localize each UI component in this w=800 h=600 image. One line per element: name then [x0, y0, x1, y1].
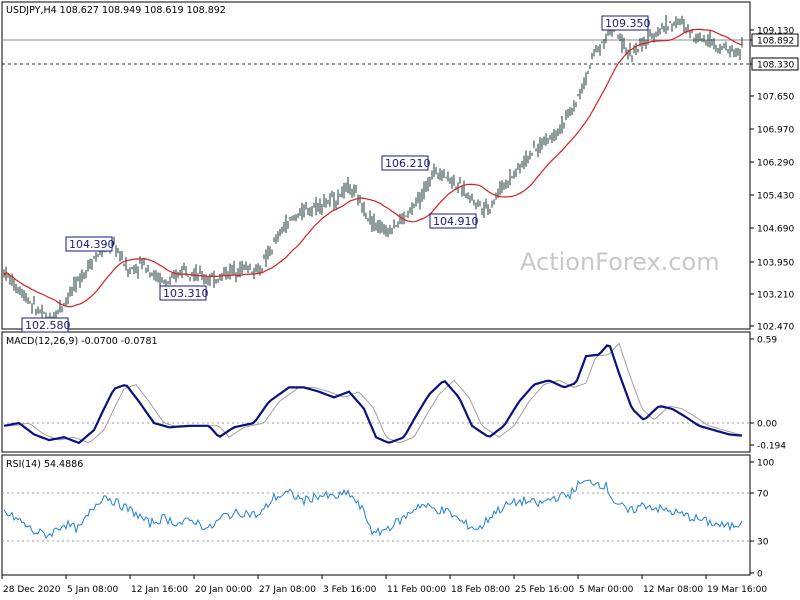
macd-axis: 0.59 0.00 -0.194: [750, 336, 786, 452]
rsi-tick-label: 100: [757, 459, 774, 469]
rsi-axis: 100 70 30 0: [750, 459, 774, 580]
callout-label: 104.390: [69, 238, 115, 251]
x-tick-label: 28 Dec 2020: [3, 585, 61, 595]
macd-tick-label: 0.00: [757, 420, 777, 430]
callout-label: 109.350: [605, 17, 651, 30]
x-tick-label: 5 Mar 00:00: [579, 585, 634, 595]
price-bars: [3, 14, 743, 323]
macd-tick-label: 0.59: [757, 336, 777, 346]
x-tick-label: 3 Feb 16:00: [323, 585, 377, 595]
callout-label: 104.910: [433, 215, 479, 228]
chart-header: USDJPY,H4 108.627 108.949 108.619 108.89…: [6, 5, 226, 16]
x-tick-label: 27 Jan 08:00: [259, 585, 316, 595]
x-tick-label: 11 Feb 00:00: [387, 585, 446, 595]
macd-line: [3, 344, 743, 445]
rsi-title: RSI(14) 54.4886: [6, 459, 83, 470]
x-tick-label: 25 Feb 16:00: [515, 585, 574, 595]
price-tick-label: 106.290: [757, 159, 794, 169]
callout-label: 106.210: [385, 157, 431, 170]
rsi-tick-label: 0: [757, 570, 763, 580]
macd-signal-line: [4, 342, 743, 444]
callout-box: [601, 15, 649, 31]
callout-box: [65, 236, 113, 252]
support-price-box: [751, 57, 799, 71]
price-tick-label: 105.430: [757, 192, 794, 202]
price-tick-label: 109.130: [757, 27, 794, 37]
price-tick-label: 102.470: [757, 323, 794, 333]
x-tick-label: 12 Mar 08:00: [643, 585, 703, 595]
x-tick-label: 20 Jan 00:00: [195, 585, 252, 595]
callout-box: [159, 285, 207, 301]
rsi-line: [3, 479, 743, 540]
callout-box: [429, 213, 477, 229]
callout-box: [381, 155, 429, 171]
x-tick-label: 19 Mar 16:00: [707, 585, 767, 595]
price-tick-label: 107.650: [757, 93, 794, 103]
moving-average-line: [3, 28, 743, 308]
price-tick-label: 103.210: [757, 291, 794, 301]
rsi-panel-frame: [1, 454, 751, 576]
price-tick-label: 104.690: [757, 225, 794, 235]
price-tick-label: 108.330: [757, 61, 794, 71]
callout-box: [21, 317, 69, 333]
callout-label: 102.580: [25, 319, 71, 332]
price-tick-label: 103.950: [757, 259, 794, 269]
x-tick-label: 18 Feb 08:00: [451, 585, 510, 595]
watermark: ActionForex.com: [520, 248, 720, 276]
price-callouts: 102.580 104.390 103.310 106.210 104.910 109.3…: [21, 15, 651, 333]
price-tick-label: 108.892: [757, 37, 794, 47]
macd-tick-label: -0.194: [757, 442, 786, 452]
macd-title: MACD(12,26,9) -0.0700 -0.0781: [6, 336, 158, 347]
macd-panel-frame: [1, 331, 751, 453]
callout-label: 103.310: [163, 287, 209, 300]
price-panel-frame: [1, 1, 751, 330]
rsi-tick-label: 70: [757, 490, 769, 500]
x-tick-label: 12 Jan 16:00: [131, 585, 188, 595]
rsi-tick-label: 30: [757, 538, 769, 548]
x-tick-label: 5 Jan 08:00: [67, 585, 119, 595]
x-axis: 28 Dec 2020 5 Jan 08:00 12 Jan 16:00 20 Jan…: [1, 575, 767, 595]
current-price-box: [751, 33, 799, 47]
price-tick-label: 106.970: [757, 126, 794, 136]
